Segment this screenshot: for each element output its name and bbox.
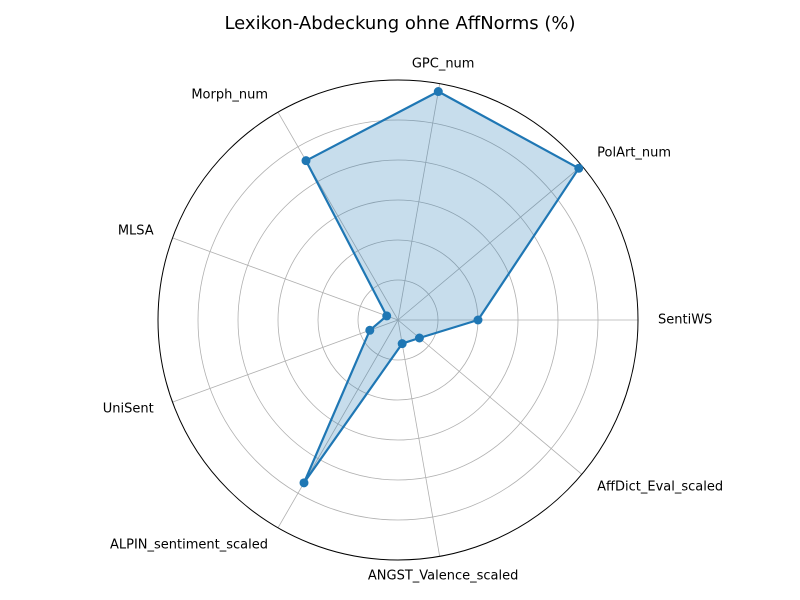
category-label: ALPIN_sentiment_scaled: [110, 538, 268, 553]
grid-spoke: [397, 165, 583, 321]
chart-title: Lexikon-Abdeckung ohne AffNorms (%): [224, 13, 575, 34]
category-label: AffDict_Eval_scaled: [597, 480, 723, 495]
grid-spoke: [397, 83, 441, 321]
grid-spoke: [397, 319, 583, 475]
data-point: [433, 87, 443, 97]
grid-spoke: [397, 319, 441, 557]
category-label: GPC_num: [412, 56, 475, 71]
outer-ring: [157, 79, 639, 561]
radar-series: [299, 87, 584, 488]
data-point: [397, 339, 407, 349]
radar-grid: [157, 79, 639, 561]
series-line: [302, 90, 580, 484]
category-labels: SentiWS PolArt_num GPC_num Morph_num MLSA Uni…: [103, 56, 723, 583]
category-label: ANGST_Valence_scaled: [368, 569, 518, 584]
data-point: [574, 163, 584, 173]
category-label: Morph_num: [191, 87, 268, 102]
data-point: [299, 478, 309, 488]
category-label: MLSA: [118, 224, 154, 239]
grid-spoke: [277, 111, 399, 321]
data-point: [365, 325, 375, 335]
grid-spoke: [277, 319, 399, 529]
grid-spoke: [172, 237, 399, 321]
category-label: PolArt_num: [597, 145, 671, 160]
data-point: [414, 333, 424, 343]
category-label: SentiWS: [658, 313, 712, 328]
grid-spoke: [172, 319, 399, 403]
category-label: UniSent: [103, 401, 154, 416]
data-point: [301, 156, 311, 166]
data-point: [473, 315, 483, 325]
data-point: [382, 311, 392, 321]
